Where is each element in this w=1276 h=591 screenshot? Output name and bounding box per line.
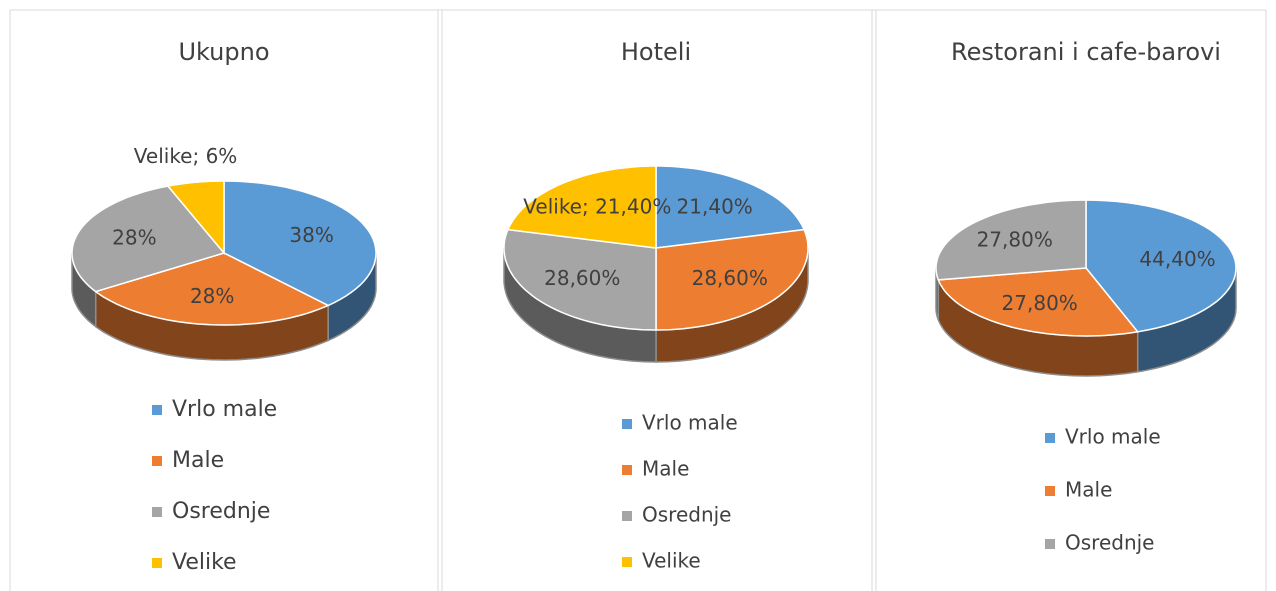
- legend-swatch: [622, 557, 632, 567]
- data-label: 28%: [190, 284, 234, 308]
- data-label: Velike; 6%: [134, 144, 238, 168]
- legend-label: Osrednje: [1065, 531, 1154, 555]
- legend-label: Osrednje: [642, 503, 731, 527]
- pie-slice: [223, 180, 377, 307]
- pie-slice: [503, 228, 657, 331]
- legend-label: Vrlo male: [642, 411, 738, 435]
- pie-slice: [655, 228, 809, 331]
- chart-title: Restorani i cafe-barovi: [951, 38, 1221, 66]
- pie-slice: [937, 267, 1140, 337]
- data-label: 44,40%: [1139, 247, 1215, 271]
- data-label: 28%: [112, 226, 156, 250]
- legend-swatch: [1045, 433, 1055, 443]
- data-label: 27,80%: [977, 227, 1053, 251]
- data-label: 28,60%: [692, 266, 768, 290]
- legend-swatch: [622, 511, 632, 521]
- pie-slice: [166, 180, 225, 256]
- legend-label: Osrednje: [172, 499, 270, 524]
- data-label: 27,80%: [1002, 291, 1078, 315]
- data-label: Velike; 21,40%: [523, 195, 671, 219]
- legend-label: Vrlo male: [1065, 425, 1161, 449]
- data-label: 38%: [289, 223, 333, 247]
- pie-slice: [506, 165, 657, 249]
- legend-swatch: [1045, 539, 1055, 549]
- legend-swatch: [152, 405, 162, 415]
- legend-swatch: [152, 507, 162, 517]
- pie-slice: [1085, 199, 1237, 333]
- pie-slice: [935, 199, 1087, 281]
- legend-swatch: [152, 558, 162, 568]
- chart-title: Ukupno: [178, 38, 269, 66]
- data-label: 28,60%: [544, 266, 620, 290]
- pie-slice: [71, 185, 226, 293]
- legend-label: Velike: [172, 550, 237, 575]
- legend-swatch: [1045, 486, 1055, 496]
- legend-swatch: [622, 465, 632, 475]
- legend-label: Male: [1065, 478, 1112, 502]
- data-label: 21,40%: [677, 195, 753, 219]
- pie-slice: [655, 165, 806, 249]
- legend-label: Velike: [642, 549, 701, 573]
- legend-swatch: [152, 456, 162, 466]
- chart-title: Hoteli: [621, 38, 691, 66]
- legend-label: Male: [172, 448, 224, 473]
- legend-label: Vrlo male: [172, 397, 277, 422]
- legend-label: Male: [642, 457, 689, 481]
- legend-swatch: [622, 419, 632, 429]
- pie-slice: [94, 252, 330, 326]
